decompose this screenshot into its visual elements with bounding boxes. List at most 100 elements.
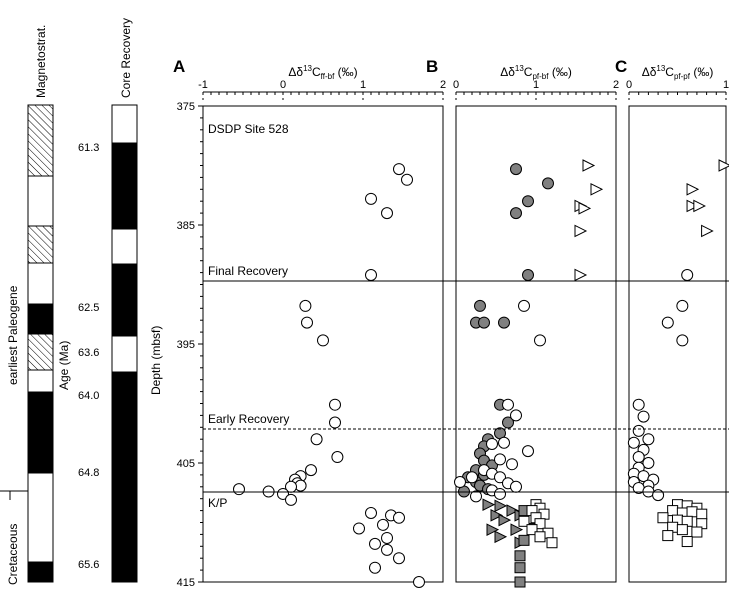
data-point-circle (381, 207, 393, 220)
data-point-circle (632, 398, 645, 411)
data-point-circle (317, 334, 329, 347)
data-point-circle (652, 489, 665, 502)
panel-a-xtick-label: -1 (198, 79, 208, 91)
panel-b-title: Δδ13Cpf-bf (‰) (500, 64, 572, 81)
data-point-triangle (574, 268, 588, 282)
data-point-triangle (490, 509, 504, 522)
data-point-circle (494, 487, 506, 500)
data-point-circle (365, 268, 377, 281)
data-point-circle (413, 576, 425, 588)
data-point-circle (377, 518, 389, 531)
data-point-circle (502, 398, 514, 411)
panel-b-frame (455, 105, 617, 583)
data-point-circle (676, 334, 689, 347)
data-point-circle (518, 299, 530, 312)
data-point-circle (369, 561, 381, 574)
age-tick: 62.5 (78, 302, 99, 314)
data-point-triangle (582, 159, 596, 172)
cretaceous-label: Cretaceous (6, 524, 20, 585)
data-point-triangle (693, 199, 706, 213)
data-point-square (514, 562, 526, 574)
data-point-circle (470, 490, 482, 503)
data-point-circle (401, 173, 413, 186)
panel-a-letter: A (173, 57, 185, 76)
data-point-triangle (482, 498, 496, 511)
data-point-triangle (510, 523, 524, 536)
age-tick: 61.3 (78, 142, 99, 154)
panel-b-letter: B (426, 57, 438, 76)
data-point-circle (510, 163, 522, 176)
data-point-square (686, 506, 698, 518)
data-point-circle (632, 424, 645, 437)
data-point-triangle (701, 224, 714, 238)
panel-a-xtick-label: 0 (280, 79, 286, 91)
data-point-circle (498, 316, 510, 329)
data-point-circle (233, 483, 245, 496)
magnetostratigraphy-column (27, 104, 54, 583)
data-point-circle (542, 177, 554, 190)
data-point-circle (637, 410, 650, 423)
earliest-paleogene-label: earliest Paleogene (6, 285, 20, 385)
data-point-square (657, 512, 669, 524)
data-point-square (667, 505, 679, 517)
data-point-circle (369, 537, 381, 550)
data-point-circle (632, 451, 645, 464)
panel-c-xtick-label: 0 (626, 79, 632, 91)
panel-c-title: Δδ13Cpf-pf (‰) (642, 64, 714, 81)
y-tick-label: 375 (177, 101, 195, 113)
panel-b-xtick-label: 2 (613, 79, 619, 91)
data-point-square (691, 526, 703, 538)
data-point-square (518, 515, 530, 527)
data-point-circle (310, 433, 323, 446)
panel-c-frame (628, 105, 727, 583)
data-point-circle (393, 552, 405, 565)
age-tick: 65.6 (78, 559, 99, 571)
data-point-circle (494, 453, 506, 466)
data-point-circle (522, 268, 534, 281)
magnetostrat-label: Magnetostrat. (34, 25, 48, 98)
panel-a-title: Δδ13Cff-bf (‰) (288, 64, 357, 81)
age-tick: 63.6 (78, 347, 99, 359)
data-point-circle (381, 543, 393, 556)
y-tick-label: 405 (177, 458, 195, 470)
data-point-circle (676, 299, 689, 312)
data-point-circle (486, 437, 498, 450)
data-point-circle (522, 445, 534, 458)
panel-a-xtick-label: 2 (440, 79, 446, 91)
data-point-circle (381, 531, 393, 544)
age-tick: 64.8 (78, 467, 99, 479)
y-tick-label: 385 (177, 220, 195, 232)
data-point-triangle (494, 499, 508, 513)
data-point-circle (474, 299, 486, 312)
data-point-circle (277, 487, 289, 500)
data-point-circle (365, 506, 377, 519)
data-point-circle (642, 433, 655, 446)
panel-c-letter: C (615, 57, 627, 76)
data-point-circle (510, 207, 522, 220)
data-point-square (546, 537, 558, 549)
data-point-circle (534, 334, 546, 347)
data-point-circle (506, 458, 518, 471)
early-recovery-label: Early Recovery (208, 412, 289, 426)
data-point-triangle (686, 182, 700, 196)
data-point-circle (661, 316, 674, 329)
data-point-circle (498, 436, 510, 449)
data-point-circle (642, 457, 655, 469)
data-point-circle (329, 398, 341, 411)
data-point-circle (502, 416, 514, 429)
data-point-triangle (718, 159, 729, 172)
data-point-circle (331, 451, 344, 464)
data-point-square (514, 576, 526, 588)
data-point-square (662, 530, 674, 542)
age-tick: 64.0 (78, 390, 99, 402)
data-point-square (526, 524, 538, 536)
data-point-triangle (578, 202, 592, 215)
data-point-circle (301, 316, 313, 329)
data-point-circle (522, 195, 534, 208)
data-point-square (696, 508, 708, 520)
final-recovery-label: Final Recovery (208, 264, 288, 278)
data-point-square (676, 524, 688, 536)
y-tick-label: 415 (177, 577, 195, 589)
data-point-circle (285, 493, 297, 506)
